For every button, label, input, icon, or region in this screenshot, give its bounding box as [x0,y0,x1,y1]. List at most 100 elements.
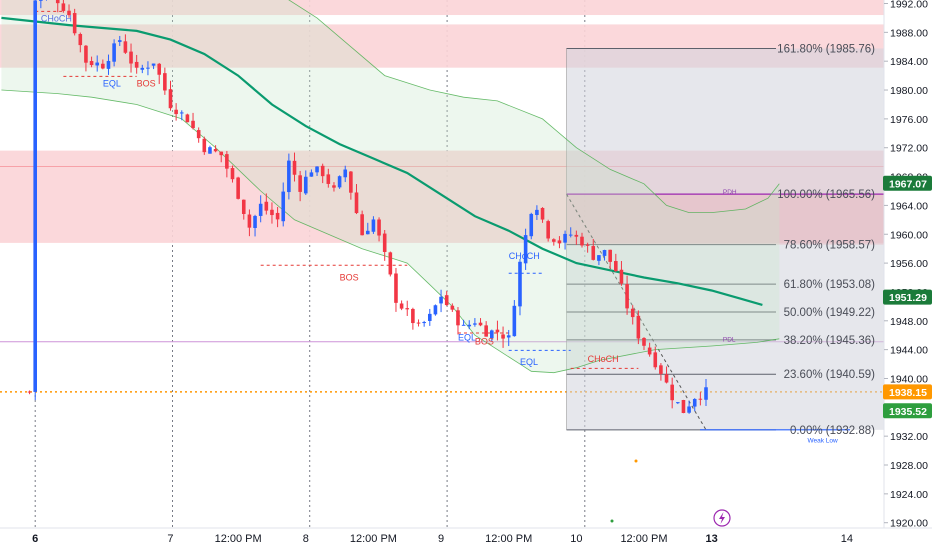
event-dot [634,459,638,463]
candle-body [241,199,246,214]
candle-body [174,109,178,115]
candle-body [61,3,66,11]
candle-body [422,322,426,324]
fib-level-label: 61.80% (1953.08) [784,279,876,291]
price-badge-label: 1938.15 [889,387,927,399]
fib-zone [566,194,884,245]
candle-body [704,387,708,400]
price-tick-label: 1932.00 [890,431,928,443]
candle-body [112,43,116,62]
lightning-icon [719,512,725,524]
upper-band [288,0,780,214]
candle-body [140,67,145,70]
candle-body [647,347,652,355]
candle-body [382,233,387,252]
candle-body [687,406,691,413]
price-badge [883,403,932,419]
candle-body [563,233,567,243]
candle-body [619,269,624,284]
candle-body [484,325,488,337]
candle-body [225,154,229,169]
candle-body [501,334,505,339]
candle-body [72,13,77,34]
candle-body [315,166,319,173]
candle-body [546,221,550,239]
candle-body [95,62,100,66]
candle-body [360,214,364,236]
market-structure-lines [35,10,639,369]
price-tick-label: 1972.00 [890,143,928,155]
candle-body [332,185,336,188]
candle-body [568,234,573,236]
candle-body [298,175,302,192]
candle-body [33,0,37,392]
candle-body [213,148,218,152]
candle-body [129,51,133,64]
candle-body [467,324,472,327]
candle-body [168,89,173,109]
price-badge [883,175,932,191]
candlestick-series [27,0,708,414]
time-tick-label: 14 [841,533,853,545]
price-badge-label: 1935.52 [889,406,927,418]
fib-level-label: 78.60% (1958.57) [784,240,876,252]
structure-label: EQL [520,357,538,367]
price-tick-label: 1964.00 [890,200,928,212]
candle-body [523,235,528,264]
candle-body [540,207,545,220]
candle-body [512,305,517,337]
candle-body [371,219,376,232]
time-axis[interactable]: 6 7 12:00 PM 8 12:00 PM 9 12:00 PM 10 12:00 PM 13… [0,527,932,550]
session-separators [34,0,586,528]
candle-body [411,308,415,324]
price-tick-label: 1960.00 [890,229,928,241]
price-tick-label: 1980.00 [890,85,928,97]
candle-body [309,172,314,177]
candle-body [698,398,703,400]
candle-body [179,112,184,114]
candle-body [196,130,201,139]
candle-body [303,176,308,194]
candle-body [84,45,88,63]
fibonacci-retracement[interactable]: 161.80% (1985.76) 100.00% (1965.56) 78.60%… [566,43,885,437]
candle-body [151,63,156,66]
candle-body [27,391,32,393]
price-tick-label: 1984.00 [890,56,928,68]
candle-body [106,60,111,69]
fib-level-label: 100.00% (1965.56) [777,189,875,201]
candle-body [692,398,697,407]
price-tick-label: 1992.00 [890,0,928,11]
candle-body [326,174,331,184]
structure-label: EQL [103,78,121,88]
price-badge [883,384,932,400]
candle-body [101,63,105,69]
candle-body [489,330,494,339]
structure-label: CHoCH [588,354,619,364]
price-axis-background [884,0,932,528]
candle-body [450,305,455,310]
candle-body [236,177,240,199]
candle-body [191,120,195,129]
event-dot [610,519,614,523]
candle-body [275,212,280,220]
candle-body [281,191,286,222]
structure-label: BOS [137,78,156,88]
fib-level-label: 0.00% (1932.88) [790,425,875,437]
price-axis[interactable]: 1992.00 1988.00 1984.00 1980.00 1976.00 1972.… [883,0,932,550]
candle-body [473,323,477,325]
candle-body [439,296,443,304]
candle-body [653,352,658,368]
structure-label: BOS [475,337,494,347]
candle-body [146,67,150,69]
candle-body [597,255,601,261]
candle-body [185,114,190,123]
candle-body [123,41,128,53]
candle-body [636,315,641,339]
structure-label: EQL [458,332,476,342]
candle-body [444,295,449,306]
candle-body [681,400,686,414]
candle-body [670,384,674,401]
candle-body [478,322,483,326]
price-badge-label: 1967.07 [889,178,927,190]
